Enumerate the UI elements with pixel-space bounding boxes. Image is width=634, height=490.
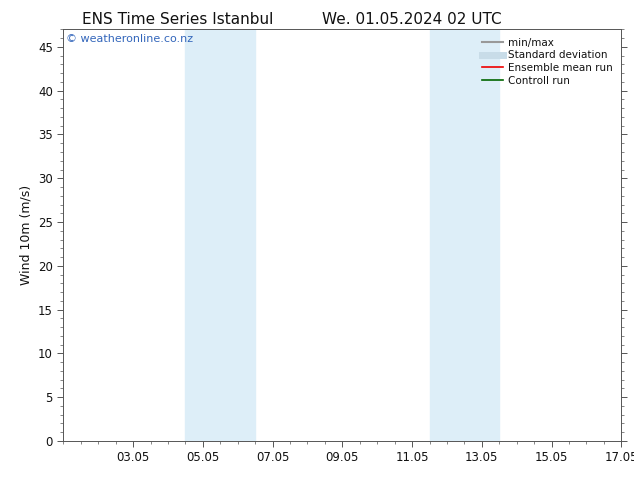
Text: © weatheronline.co.nz: © weatheronline.co.nz: [66, 33, 193, 44]
Text: We. 01.05.2024 02 UTC: We. 01.05.2024 02 UTC: [322, 12, 502, 27]
Bar: [185, 29, 255, 441]
Text: ENS Time Series Istanbul: ENS Time Series Istanbul: [82, 12, 273, 27]
Legend: min/max, Standard deviation, Ensemble mean run, Controll run: min/max, Standard deviation, Ensemble me…: [479, 35, 616, 89]
Y-axis label: Wind 10m (m/s): Wind 10m (m/s): [20, 185, 32, 285]
Bar: [429, 29, 500, 441]
